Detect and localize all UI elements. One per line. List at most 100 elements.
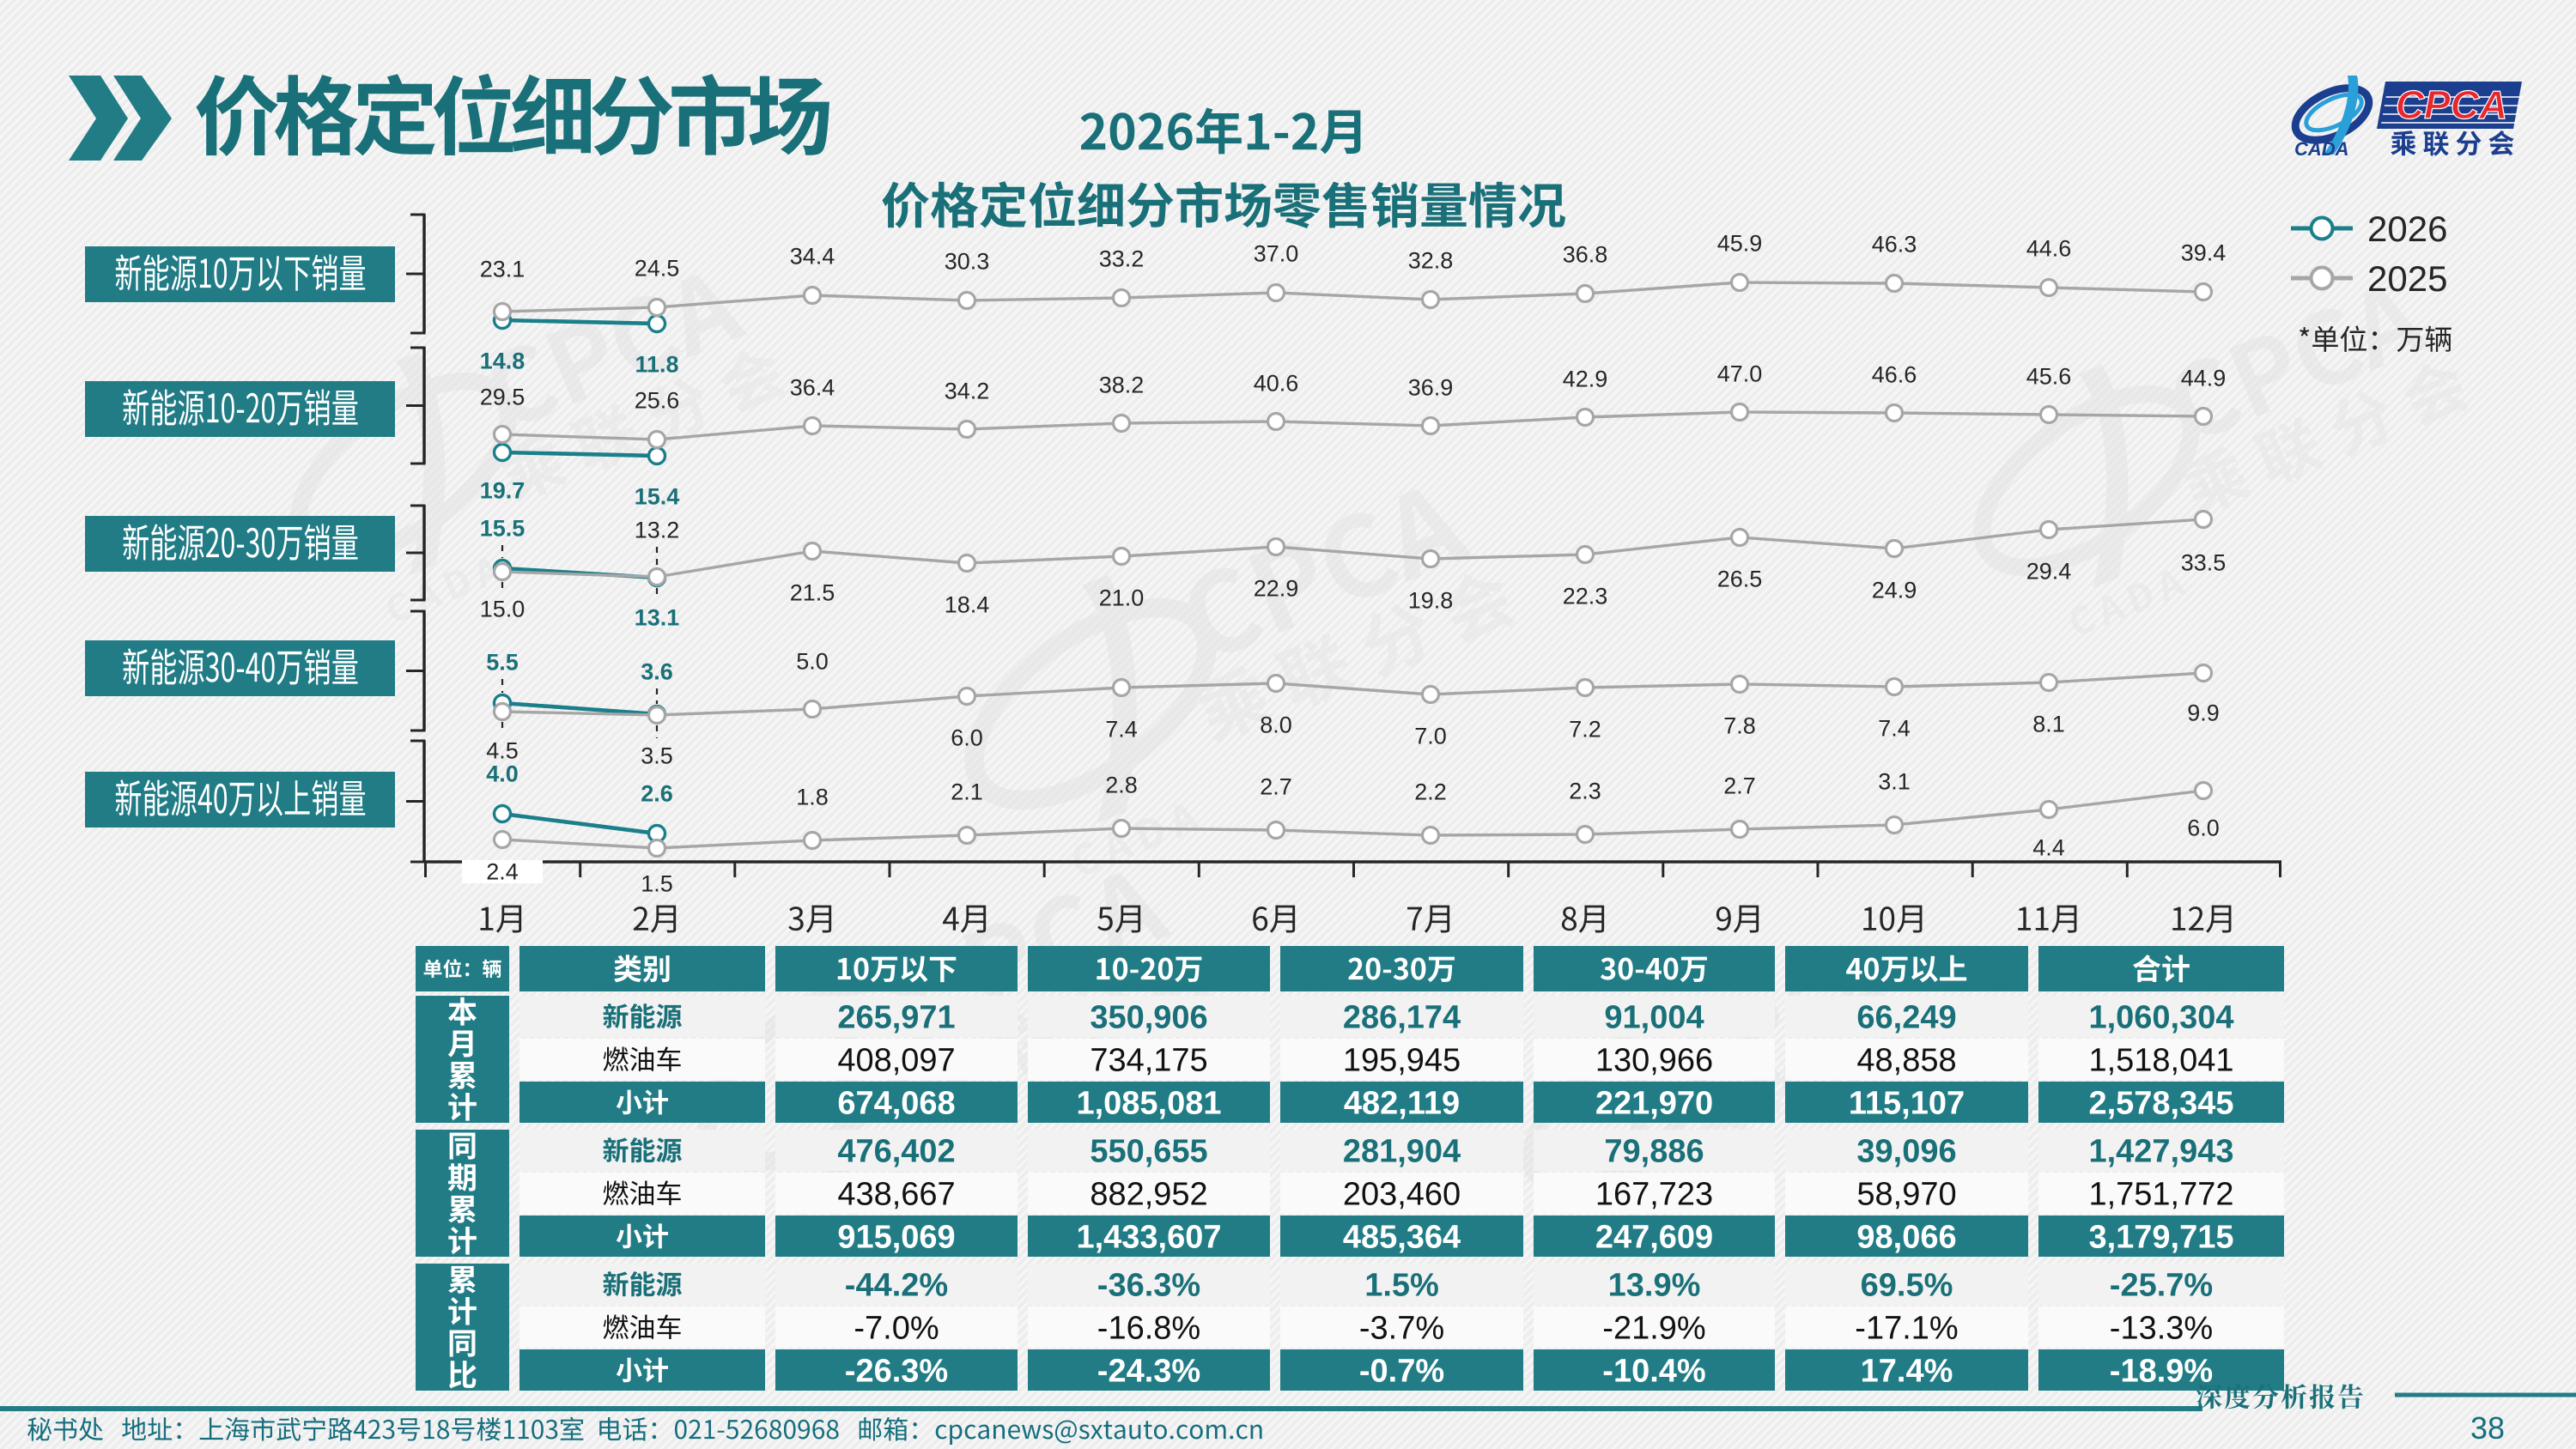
svg-text:13.2: 13.2 — [635, 518, 680, 543]
svg-text:44.9: 44.9 — [2181, 366, 2227, 391]
svg-text:45.6: 45.6 — [2026, 364, 2072, 390]
svg-text:550,655: 550,655 — [1090, 1134, 1207, 1170]
svg-text:915,069: 915,069 — [837, 1220, 955, 1256]
svg-text:167,723: 167,723 — [1595, 1177, 1713, 1213]
svg-text:2025: 2025 — [2367, 258, 2447, 299]
svg-text:13.9%: 13.9% — [1608, 1268, 1701, 1304]
svg-text:674,068: 674,068 — [837, 1086, 955, 1122]
svg-text:39.4: 39.4 — [2181, 240, 2227, 266]
svg-text:11.8: 11.8 — [635, 352, 678, 378]
svg-text:4.0: 4.0 — [486, 761, 519, 787]
svg-text:36.9: 36.9 — [1408, 375, 1454, 401]
svg-text:69.5%: 69.5% — [1861, 1268, 1953, 1304]
svg-text:45.9: 45.9 — [1717, 231, 1763, 257]
svg-text:482,119: 482,119 — [1344, 1086, 1460, 1122]
svg-text:3,179,715: 3,179,715 — [2088, 1220, 2233, 1256]
svg-text:98,066: 98,066 — [1856, 1220, 1956, 1256]
svg-text:66,249: 66,249 — [1856, 1000, 1956, 1036]
svg-text:-0.7%: -0.7% — [1359, 1354, 1444, 1390]
svg-text:79,886: 79,886 — [1604, 1134, 1704, 1170]
svg-text:36.8: 36.8 — [1563, 242, 1608, 268]
svg-text:1,427,943: 1,427,943 — [2088, 1134, 2233, 1170]
svg-text:17.4%: 17.4% — [1861, 1354, 1953, 1390]
svg-text:-16.8%: -16.8% — [1097, 1311, 1200, 1347]
svg-text:1.5: 1.5 — [641, 871, 673, 897]
svg-text:1,751,772: 1,751,772 — [2088, 1177, 2233, 1213]
svg-text:33.5: 33.5 — [2181, 550, 2227, 576]
svg-text:203,460: 203,460 — [1343, 1177, 1461, 1213]
svg-text:-21.9%: -21.9% — [1602, 1311, 1705, 1347]
svg-text:2.6: 2.6 — [641, 781, 673, 807]
svg-text:29.5: 29.5 — [480, 385, 526, 410]
svg-text:7.2: 7.2 — [1569, 717, 1601, 743]
svg-text:23.1: 23.1 — [480, 257, 526, 282]
svg-text:2.2: 2.2 — [1414, 779, 1447, 805]
svg-text:26.5: 26.5 — [1717, 567, 1763, 592]
svg-text:47.0: 47.0 — [1717, 361, 1763, 387]
svg-text:5.5: 5.5 — [486, 650, 519, 676]
svg-text:438,667: 438,667 — [837, 1177, 955, 1213]
svg-text:38.2: 38.2 — [1099, 373, 1145, 398]
svg-text:46.3: 46.3 — [1872, 232, 1917, 258]
svg-text:1,433,607: 1,433,607 — [1076, 1220, 1221, 1256]
svg-text:1.5%: 1.5% — [1364, 1268, 1439, 1304]
svg-text:34.4: 34.4 — [790, 244, 835, 270]
svg-text:7.4: 7.4 — [1878, 716, 1911, 742]
svg-text:14.8: 14.8 — [480, 349, 526, 374]
svg-text:734,175: 734,175 — [1090, 1043, 1207, 1079]
svg-text:37.0: 37.0 — [1254, 241, 1299, 267]
svg-text:2.7: 2.7 — [1260, 774, 1292, 800]
svg-text:25.6: 25.6 — [635, 388, 680, 414]
svg-text:39,096: 39,096 — [1856, 1134, 1956, 1170]
svg-text:91,004: 91,004 — [1604, 1000, 1704, 1036]
svg-text:CPCA: CPCA — [2396, 82, 2507, 127]
svg-text:2.1: 2.1 — [951, 779, 983, 805]
svg-text:-3.7%: -3.7% — [1359, 1311, 1444, 1347]
svg-text:15.5: 15.5 — [480, 516, 526, 542]
svg-text:3.5: 3.5 — [641, 743, 673, 769]
svg-text:6.0: 6.0 — [2187, 815, 2220, 841]
svg-text:15.0: 15.0 — [480, 597, 526, 622]
svg-text:-24.3%: -24.3% — [1097, 1354, 1200, 1390]
svg-text:-44.2%: -44.2% — [845, 1268, 948, 1304]
svg-text:21.5: 21.5 — [790, 580, 835, 606]
svg-text:7.4: 7.4 — [1105, 717, 1138, 743]
svg-text:-36.3%: -36.3% — [1097, 1268, 1200, 1304]
svg-text:-18.9%: -18.9% — [2110, 1354, 2213, 1390]
svg-text:2.7: 2.7 — [1723, 773, 1756, 799]
svg-text:-7.0%: -7.0% — [854, 1311, 939, 1347]
svg-text:19.8: 19.8 — [1408, 588, 1454, 614]
svg-text:195,945: 195,945 — [1343, 1043, 1461, 1079]
svg-text:21.0: 21.0 — [1099, 585, 1145, 611]
svg-text:7.8: 7.8 — [1723, 713, 1756, 739]
svg-text:38: 38 — [2470, 1410, 2505, 1446]
svg-text:1,060,304: 1,060,304 — [2088, 1000, 2233, 1036]
svg-text:4.4: 4.4 — [2032, 835, 2065, 861]
svg-text:15.4: 15.4 — [635, 484, 680, 510]
svg-text:-13.3%: -13.3% — [2110, 1311, 2213, 1347]
svg-text:5.0: 5.0 — [796, 649, 829, 675]
svg-text:34.2: 34.2 — [945, 379, 990, 404]
svg-text:408,097: 408,097 — [837, 1043, 955, 1079]
svg-text:476,402: 476,402 — [837, 1134, 955, 1170]
svg-text:3.6: 3.6 — [641, 659, 673, 685]
svg-text:8.1: 8.1 — [2032, 712, 2065, 737]
svg-text:485,364: 485,364 — [1343, 1220, 1461, 1256]
svg-text:48,858: 48,858 — [1856, 1043, 1956, 1079]
svg-text:7.0: 7.0 — [1414, 724, 1447, 749]
svg-text:24.9: 24.9 — [1872, 578, 1917, 603]
svg-text:115,107: 115,107 — [1849, 1086, 1965, 1122]
svg-text:3.1: 3.1 — [1878, 769, 1911, 795]
svg-text:18.4: 18.4 — [945, 592, 990, 618]
svg-text:-10.4%: -10.4% — [1602, 1354, 1705, 1390]
svg-text:13.1: 13.1 — [635, 605, 680, 631]
svg-text:22.3: 22.3 — [1563, 584, 1608, 609]
svg-text:8.0: 8.0 — [1260, 712, 1292, 738]
svg-text:36.4: 36.4 — [790, 375, 835, 401]
svg-text:9.9: 9.9 — [2187, 700, 2220, 726]
svg-text:2.8: 2.8 — [1105, 773, 1138, 798]
svg-text:2.3: 2.3 — [1569, 779, 1601, 804]
svg-text:1,518,041: 1,518,041 — [2088, 1043, 2233, 1079]
svg-text:2.4: 2.4 — [486, 859, 519, 885]
svg-text:22.9: 22.9 — [1254, 576, 1299, 602]
